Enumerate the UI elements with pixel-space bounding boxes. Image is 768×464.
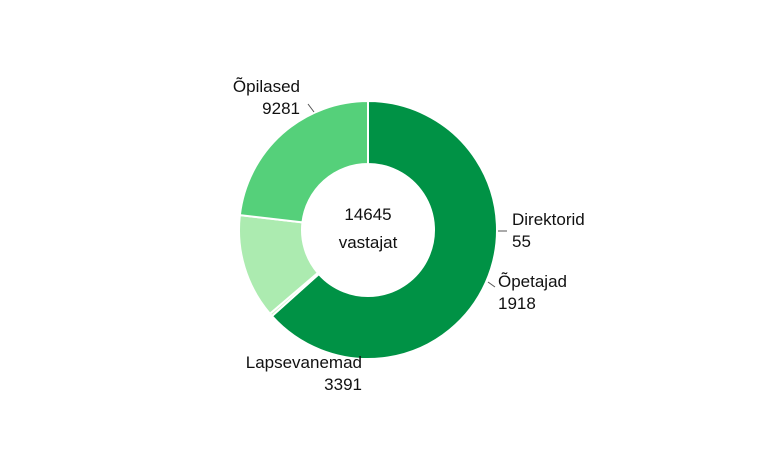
slice-0-leader: [307, 103, 315, 113]
slice-0-value-label: 9281: [262, 99, 300, 118]
center-total-label: vastajat: [339, 233, 398, 252]
center-total-value: 14645: [344, 205, 391, 224]
slice-3-value-label: 3391: [324, 375, 362, 394]
slice-0: [270, 99, 498, 360]
slice-1-value-label: 55: [512, 232, 531, 251]
slice-2-leader: [487, 281, 496, 288]
slice-2-name-label: Õpetajad: [498, 272, 567, 291]
slice-1-name-label: Direktorid: [512, 210, 585, 229]
slice-3: [238, 99, 369, 224]
slice-3-name-label: Lapsevanemad: [246, 353, 362, 372]
slices-layer: [238, 99, 498, 360]
slice-2-value-label: 1918: [498, 294, 536, 313]
labels-layer: Õpilased 9281 Direktorid 55 Õpetajad 1918 Laps…: [233, 77, 585, 394]
slice-0-name-label: Õpilased: [233, 77, 300, 96]
